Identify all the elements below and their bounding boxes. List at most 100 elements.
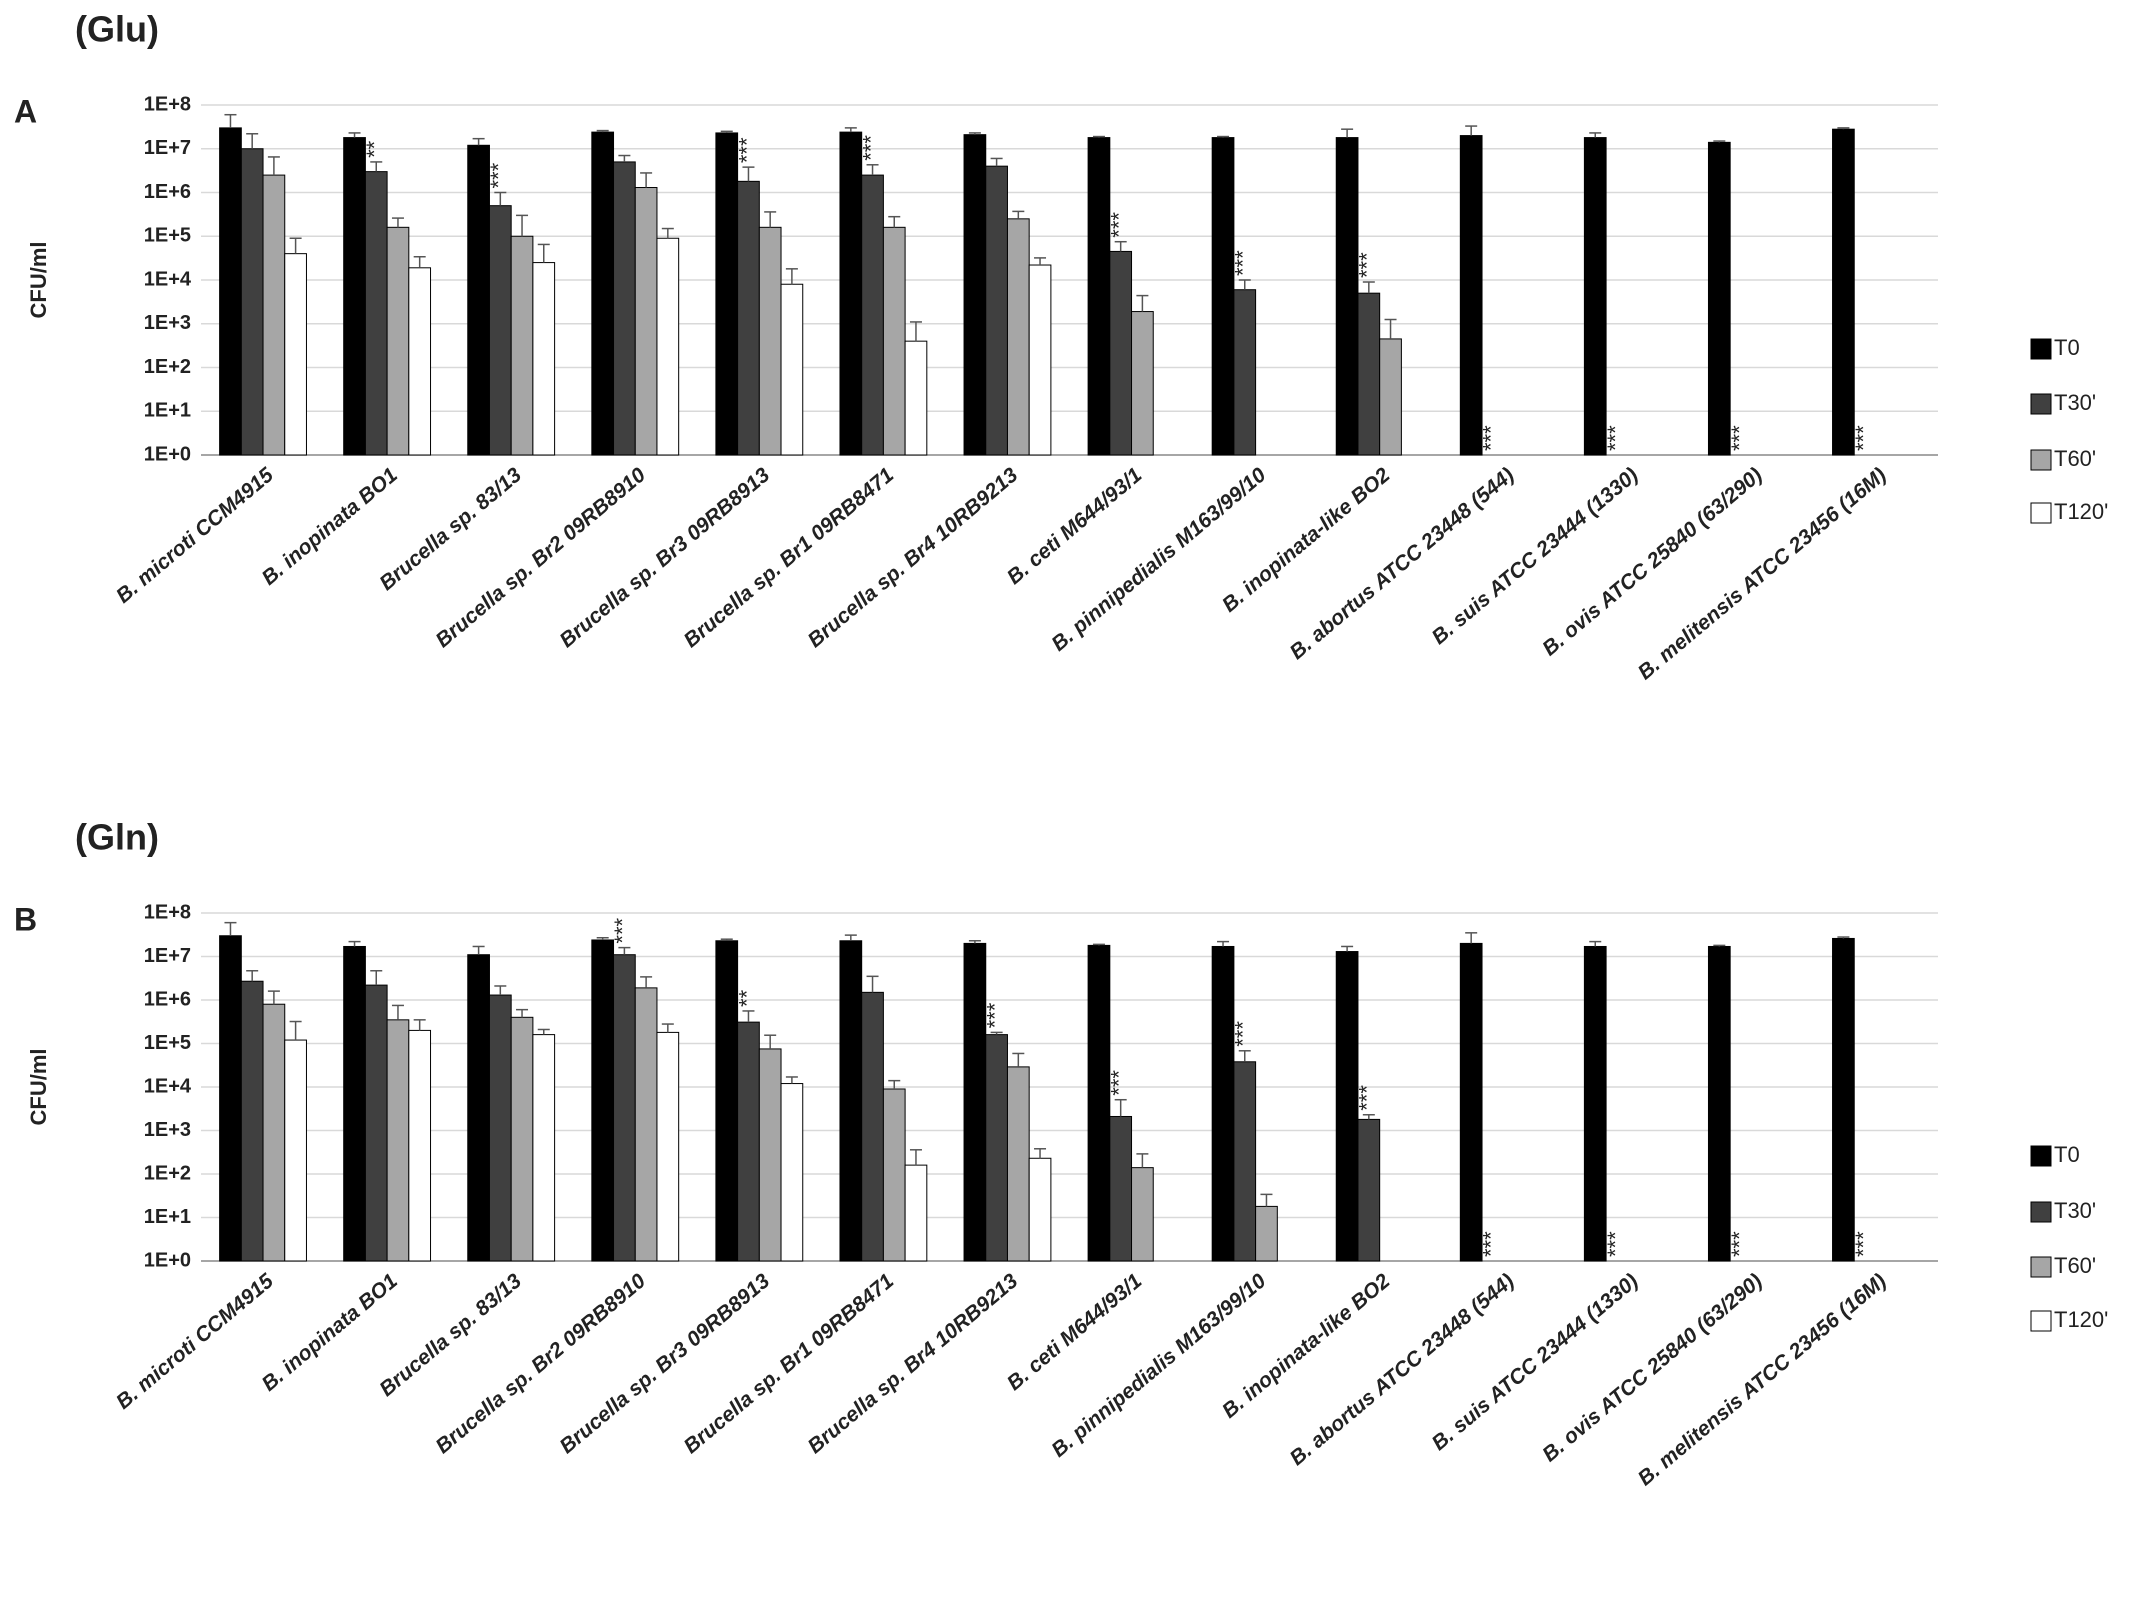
legend-label: T30' [2054,390,2096,415]
error-bar [661,227,674,239]
error-bar [537,1028,550,1035]
bar [1006,1066,1030,1262]
significance: *** [982,1002,1007,1028]
bar [839,131,863,456]
chart-title: (Gln) [75,817,159,858]
error-bar [764,1034,777,1049]
error-bar [1362,281,1375,294]
significance: *** [1106,1070,1131,1096]
y-tick-label: 1E+8 [144,93,191,115]
bar [1109,1115,1133,1262]
y-tick-label: 1E+5 [144,225,191,247]
y-tick-label: 1E+2 [144,1162,191,1184]
error-bar [640,976,653,988]
x-tick-label: Brucella sp. Br2 09RB8910 [431,1269,650,1458]
bar [715,132,739,456]
x-tick-label: B. abortus ATCC 23448 (544) [1286,1269,1519,1470]
x-tick-label: B. ceti M644/93/1 [1003,463,1147,589]
bar [1707,945,1731,1262]
bar [758,226,782,456]
bar [780,283,804,456]
bar [1357,292,1381,456]
bar [758,1048,782,1262]
error-bar [844,934,857,941]
significance: *** [1355,1085,1380,1111]
legend-label: T120' [2054,1307,2108,1332]
legend-swatch [2030,449,2052,471]
error-bar [472,137,485,146]
x-tick-label: B. pinnipedialis M163/99/10 [1047,1269,1270,1462]
legend-label: T60' [2054,446,2096,471]
y-tick-label: 1E+4 [144,1075,192,1097]
x-tick-label: Brucella sp. Br3 09RB8913 [555,463,774,652]
error-bar [1217,135,1230,138]
error-bar [472,945,485,955]
y-tick-label: 1E+8 [144,901,191,923]
significance: *** [1727,1231,1752,1257]
bar [510,235,534,456]
bar [1131,1167,1154,1262]
error-bar [888,215,901,228]
error-bar [1341,128,1354,138]
y-tick-label: 1E+3 [144,312,191,334]
error-bar [413,255,426,268]
legend-swatch [2030,1256,2052,1278]
error-bar [289,1020,302,1041]
error-bar [494,191,507,206]
error-bar [1012,1052,1025,1067]
bar [985,1034,1008,1262]
legend-swatch [2030,393,2052,415]
bar [656,237,680,456]
x-tick-label: Brucella sp. Br2 09RB8910 [431,463,650,652]
legend-label: T120' [2054,499,2108,524]
bar [1006,218,1030,456]
bar [408,1029,432,1262]
x-tick-label: B. suis ATCC 23444 (1330) [1428,1269,1643,1455]
bar [532,262,556,456]
legend-label: T0 [2054,335,2080,360]
bar [1028,1157,1052,1262]
x-tick-label: B. abortus ATCC 23448 (544) [1286,463,1519,664]
error-bar [1589,132,1602,138]
legend-swatch [2030,1310,2052,1332]
error-bar [1238,1050,1251,1062]
bar [985,165,1008,456]
bar [1459,135,1483,456]
bar [219,127,242,456]
error-bar [391,1004,404,1020]
bar [262,1003,286,1262]
error-bar [267,990,280,1005]
error-bar [990,157,1003,167]
error-bar [1092,943,1105,946]
error-bar [764,211,777,228]
error-bar [1713,944,1726,947]
error-bar [720,938,733,941]
legend-label: T0 [2054,1142,2080,1167]
error-bar [1092,135,1105,138]
error-bar [596,129,609,133]
significance: *** [1479,425,1504,451]
bar [488,994,512,1262]
error-bar [968,940,981,944]
bar [1583,945,1607,1262]
x-tick-label: Brucella sp. Br1 09RB8471 [680,463,899,652]
bar [364,171,388,456]
error-bar [844,127,857,133]
y-tick-label: 1E+7 [144,945,191,967]
significance: *** [486,162,511,188]
error-bar [224,921,237,936]
error-bar [596,936,609,940]
legend-swatch [2030,502,2052,524]
legend-label: T60' [2054,1253,2096,1278]
bar [284,1039,307,1262]
bar [634,987,658,1262]
legend-swatch [2030,1201,2052,1223]
y-axis-label: CFU/ml [26,1049,51,1126]
bar [284,253,307,456]
bar [963,134,987,456]
significance: *** [1231,250,1256,276]
x-tick-label: B. ovis ATCC 25840 (63/290) [1538,463,1766,660]
panel-label: B [14,901,37,937]
x-tick-label: B. pinnipedialis M163/99/10 [1047,463,1270,656]
